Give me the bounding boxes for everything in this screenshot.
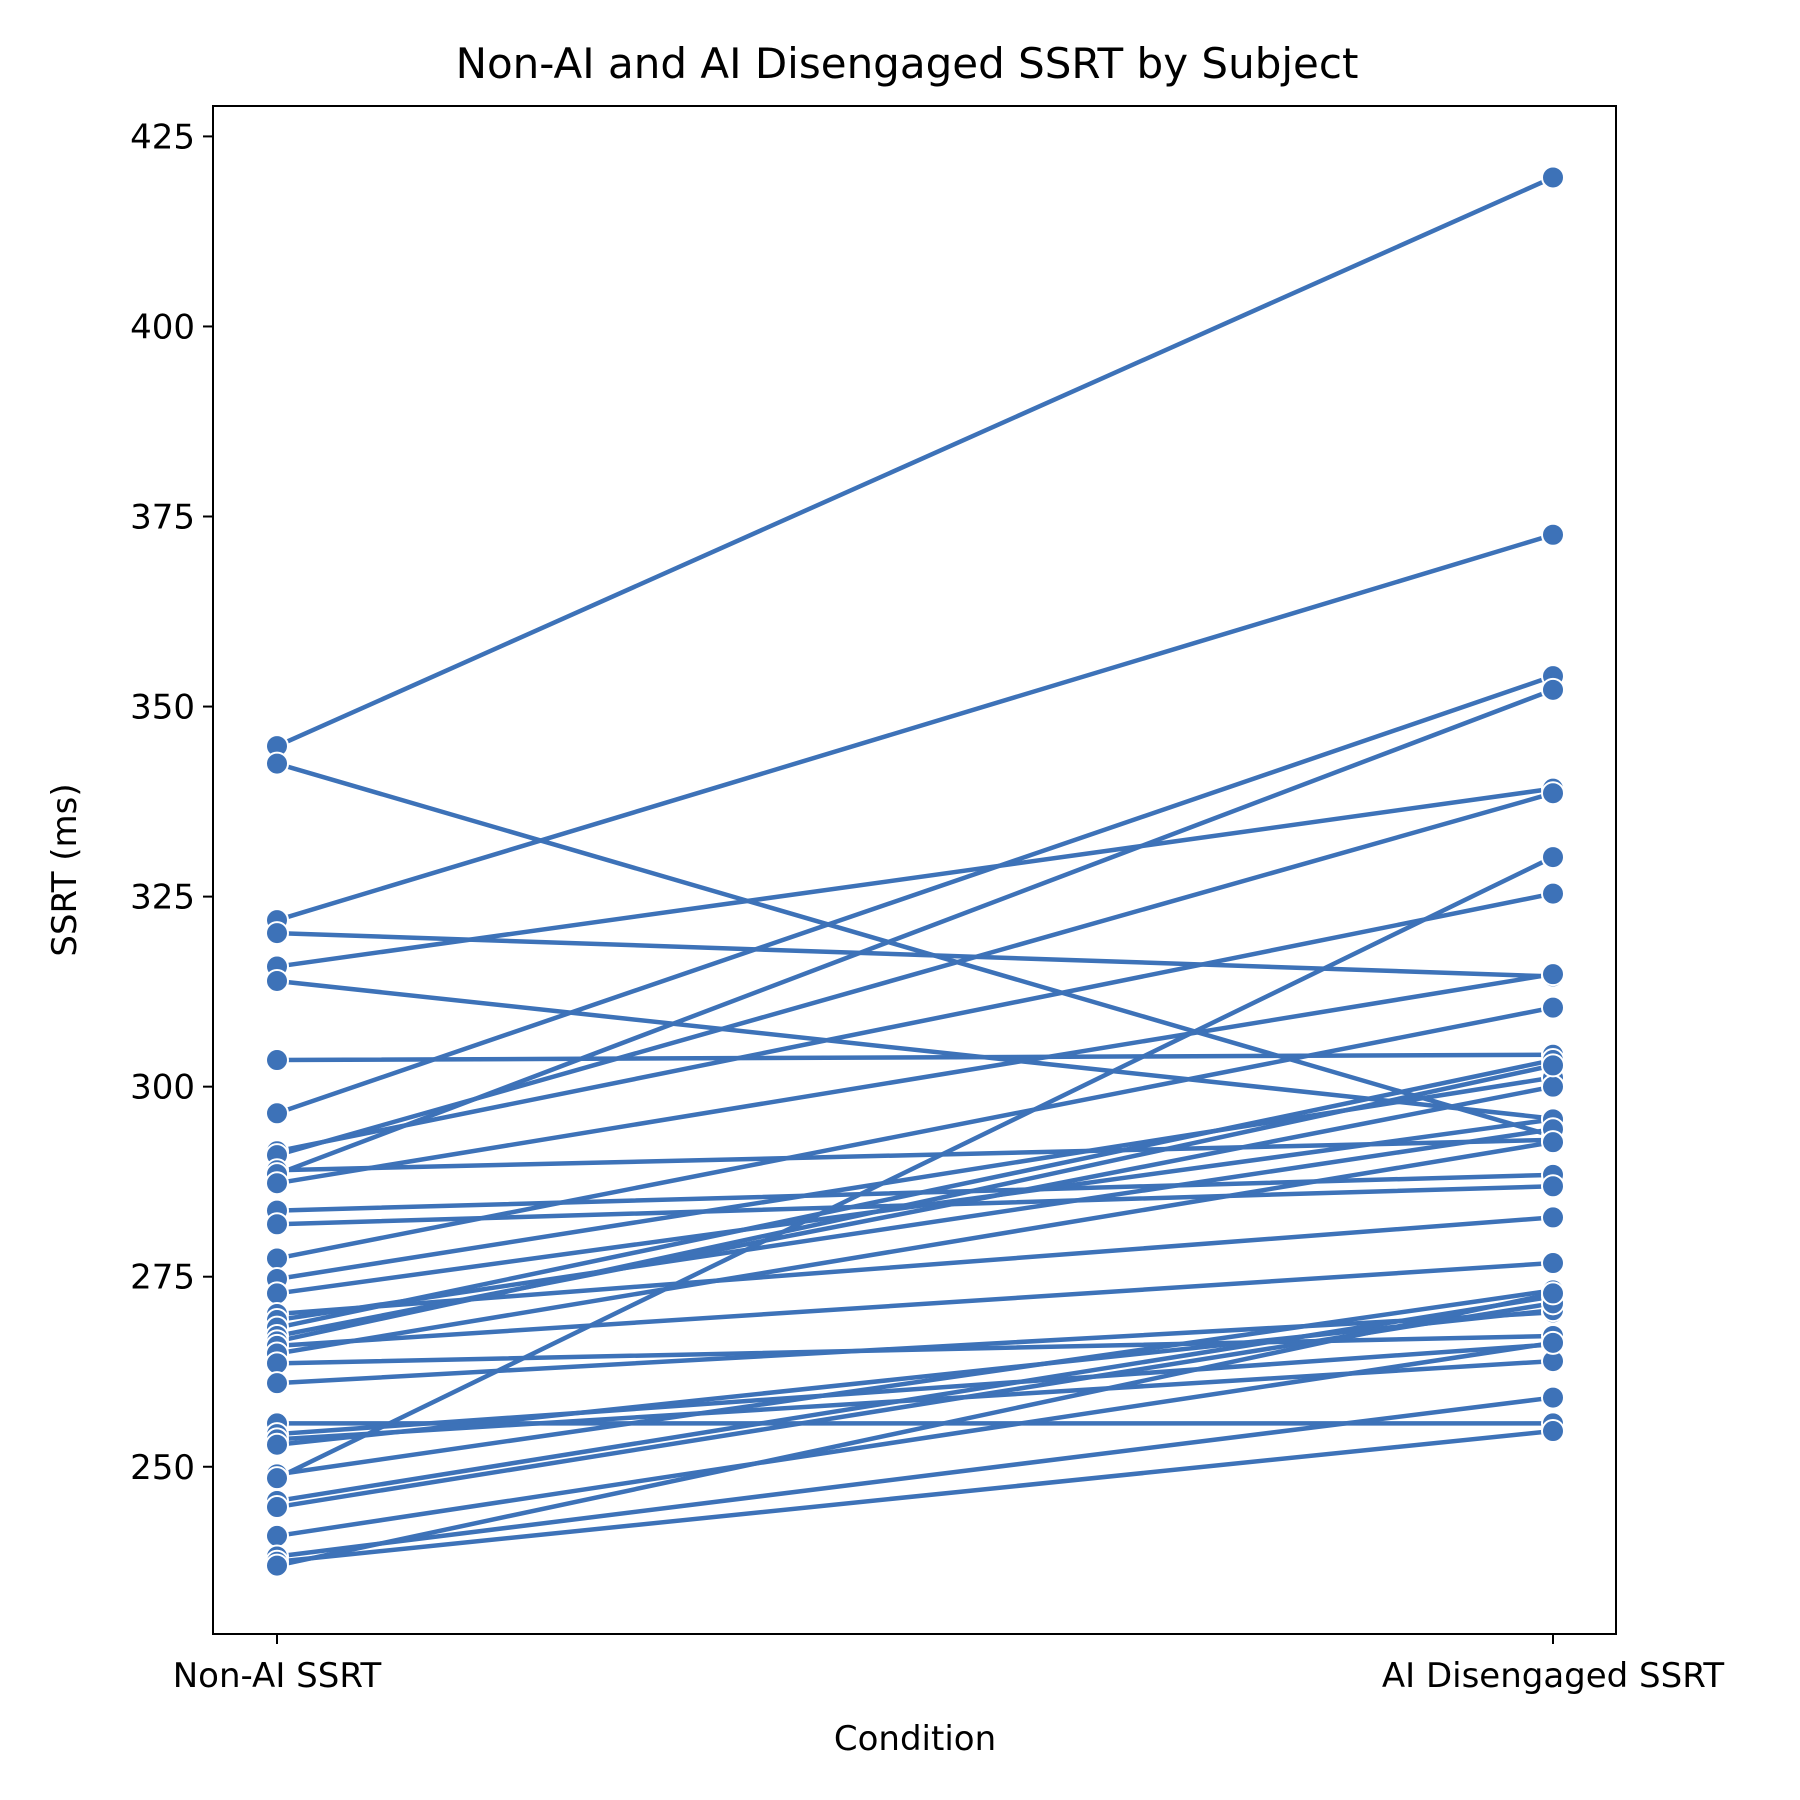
subject-line bbox=[274, 1395, 1556, 1559]
data-point bbox=[265, 1351, 289, 1376]
data-point bbox=[265, 1523, 289, 1548]
subject-line bbox=[274, 1126, 1556, 1323]
subject-line bbox=[274, 1310, 1556, 1386]
data-point bbox=[1541, 1385, 1565, 1410]
x-tick-label: Non-AI SSRT bbox=[173, 1656, 382, 1696]
subject-line bbox=[274, 1294, 1556, 1504]
data-point bbox=[265, 751, 289, 776]
y-tick-label: 250 bbox=[130, 1448, 195, 1488]
data-point bbox=[1541, 781, 1565, 806]
subject-line bbox=[274, 1063, 1556, 1344]
subject-line bbox=[274, 1139, 1556, 1356]
x-axis: Non-AI SSRT AI Disengaged SSRT bbox=[173, 1634, 1725, 1696]
series-lines bbox=[274, 175, 1556, 1568]
data-point bbox=[1541, 1281, 1565, 1306]
subject-line bbox=[274, 1428, 1556, 1565]
data-point bbox=[265, 1101, 289, 1126]
data-point bbox=[1541, 1419, 1565, 1444]
subject-line bbox=[274, 1215, 1556, 1317]
subject-line bbox=[274, 854, 1556, 1481]
data-point bbox=[1541, 881, 1565, 906]
y-tick-label: 425 bbox=[130, 117, 195, 157]
data-point bbox=[265, 1371, 289, 1396]
y-axis-label: SSRT (ms) bbox=[45, 783, 85, 956]
data-point bbox=[1541, 165, 1565, 190]
subject-line bbox=[274, 1291, 1556, 1568]
data-point bbox=[1541, 1174, 1565, 1199]
data-point bbox=[1541, 845, 1565, 870]
subject-line bbox=[274, 1340, 1556, 1539]
subject-line bbox=[274, 971, 1556, 1186]
data-point bbox=[265, 921, 289, 946]
subject-line bbox=[274, 978, 1556, 1121]
data-point bbox=[1541, 995, 1565, 1020]
data-point bbox=[265, 1432, 289, 1457]
data-point bbox=[1541, 1205, 1565, 1230]
y-tick-label: 400 bbox=[130, 307, 195, 347]
data-point bbox=[265, 968, 289, 993]
subject-line bbox=[274, 1052, 1556, 1063]
subject-line bbox=[274, 786, 1556, 969]
x-axis-label: Condition bbox=[834, 1719, 996, 1759]
subject-line bbox=[274, 1005, 1556, 1261]
subject-line bbox=[274, 687, 1556, 1177]
y-tick-label: 325 bbox=[130, 878, 195, 918]
data-point bbox=[265, 1553, 289, 1578]
data-point bbox=[265, 1466, 289, 1491]
subject-line bbox=[274, 673, 1556, 1116]
x-tick-label: AI Disengaged SSRT bbox=[1382, 1656, 1725, 1696]
y-tick-label: 375 bbox=[130, 498, 195, 538]
data-point bbox=[1541, 1130, 1565, 1155]
data-point bbox=[265, 1212, 289, 1237]
subject-line bbox=[274, 761, 1556, 1139]
series-markers bbox=[265, 165, 1565, 1578]
subject-line bbox=[274, 1342, 1556, 1437]
subject-line bbox=[274, 1117, 1556, 1296]
data-point bbox=[265, 1495, 289, 1520]
subject-line bbox=[274, 891, 1556, 1154]
subject-line bbox=[274, 175, 1556, 749]
plot-frame bbox=[212, 105, 1617, 1635]
subject-line bbox=[274, 1260, 1556, 1349]
data-point bbox=[1541, 677, 1565, 702]
subject-line bbox=[274, 532, 1556, 923]
data-point bbox=[265, 1048, 289, 1073]
data-point bbox=[1541, 1053, 1565, 1078]
data-point bbox=[1541, 1251, 1565, 1276]
subject-line bbox=[274, 1288, 1556, 1477]
chart-title: Non-AI and AI Disengaged SSRT by Subject bbox=[456, 39, 1359, 88]
data-point bbox=[265, 1246, 289, 1271]
y-tick-label: 275 bbox=[130, 1258, 195, 1298]
data-point bbox=[265, 1281, 289, 1306]
y-tick-label: 350 bbox=[130, 688, 195, 728]
subject-line bbox=[274, 1137, 1556, 1173]
data-point bbox=[1541, 1330, 1565, 1355]
subject-line bbox=[274, 930, 1556, 979]
data-point bbox=[1541, 962, 1565, 987]
y-axis: 250 275 300 325 350 375 400 425 bbox=[130, 117, 213, 1488]
data-point bbox=[1541, 1074, 1565, 1099]
data-point bbox=[265, 1171, 289, 1196]
data-point bbox=[1541, 522, 1565, 547]
subject-line bbox=[274, 1057, 1556, 1330]
y-tick-label: 300 bbox=[130, 1068, 195, 1108]
